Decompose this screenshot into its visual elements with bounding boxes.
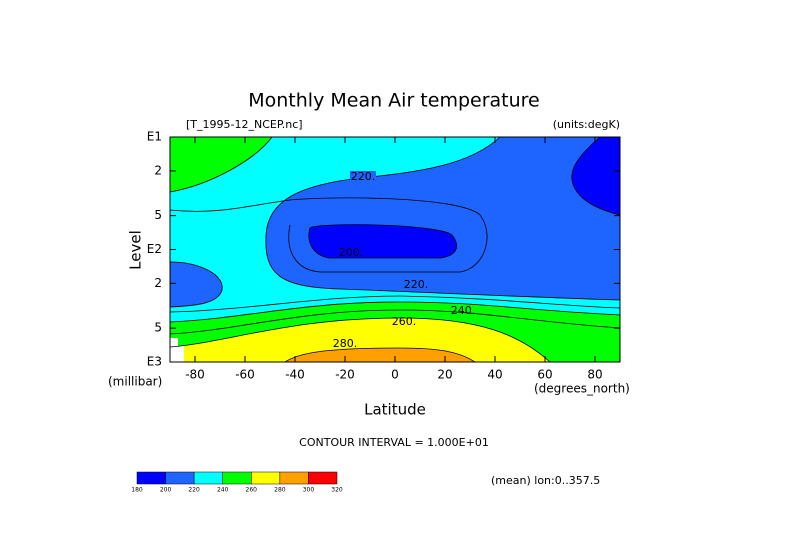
topography <box>170 338 184 362</box>
units-label: (units:degK) <box>553 118 620 131</box>
colorbar-box <box>308 471 338 485</box>
x-tick-label: -20 <box>335 368 355 382</box>
contour-lines <box>169 136 621 363</box>
contour-line <box>169 317 551 363</box>
contour-line <box>169 197 488 273</box>
x-tick-label: -80 <box>185 368 205 382</box>
filled-region <box>170 318 550 362</box>
contour-label: 220. <box>404 278 429 291</box>
colorbar-box <box>136 471 166 485</box>
contour-label: 260. <box>392 315 417 328</box>
y-tick-label: E3 <box>147 355 162 369</box>
colorbar-box <box>251 471 281 485</box>
y-axis-title: Level <box>127 230 145 270</box>
filled-region <box>265 137 620 300</box>
dataset-label: [T_1995-12_NCEP.nc] <box>186 118 303 131</box>
contour-line <box>169 309 621 335</box>
chart-title: Monthly Mean Air temperature <box>248 90 539 112</box>
contour-label: 240. <box>451 304 476 317</box>
colorbar-label: 260 <box>246 487 258 494</box>
contour-label: 220. <box>351 170 376 183</box>
x-axis-title: Latitude <box>364 401 426 419</box>
colorbar-box <box>222 471 252 485</box>
contour-line <box>571 136 621 216</box>
filled-region <box>571 137 620 215</box>
contour-line <box>265 136 621 301</box>
x-tick-label: 40 <box>487 368 502 382</box>
colorbar-label: 240 <box>217 487 229 494</box>
contour-label: 200. <box>339 246 364 259</box>
x-tick-label: 0 <box>391 368 399 382</box>
y-tick-label: 2 <box>154 276 162 290</box>
contour-line <box>308 224 457 259</box>
colorbar-box <box>193 471 223 485</box>
label-bg <box>350 171 376 183</box>
colorbar-label: 300 <box>303 487 315 494</box>
colorbar-box <box>279 471 309 485</box>
y-tick-label: 5 <box>154 208 162 222</box>
filled-region <box>170 137 272 192</box>
y-tick-label: 2 <box>154 163 162 177</box>
contour-labels: 220. 200. 220. 240. 260. 280. <box>333 170 476 350</box>
contour-label: 280. <box>333 337 358 350</box>
contour-line <box>284 347 476 363</box>
contour-interval: CONTOUR INTERVAL = 1.000E+01 <box>299 436 489 449</box>
contour-line <box>169 301 621 323</box>
y-tick-label: E1 <box>147 130 162 144</box>
x-tick-label: 80 <box>587 368 602 382</box>
colorbar-box <box>165 471 195 485</box>
x-tick-label: 20 <box>437 368 452 382</box>
x-axis-units: (degrees_north) <box>534 382 630 396</box>
contour-line <box>169 136 273 193</box>
filled-region <box>285 348 475 362</box>
colorbar-label: 200 <box>160 487 172 494</box>
filled-region <box>308 224 457 258</box>
y-tick-label: 5 <box>154 321 162 335</box>
colorbar-label: 280 <box>274 487 286 494</box>
y-axis-units: (millibar) <box>108 375 162 389</box>
x-tick-label: -40 <box>285 368 305 382</box>
colorbar-label: 220 <box>188 487 200 494</box>
colorbar-label: 320 <box>331 487 343 494</box>
x-tick-label: 60 <box>537 368 552 382</box>
colorbar-label: 180 <box>131 487 143 494</box>
footnote: (mean) lon:0..357.5 <box>491 474 600 487</box>
contour-line <box>169 261 223 308</box>
filled-region <box>170 262 223 307</box>
plot-area: 220. 200. 220. 240. 260. 280. <box>169 136 621 363</box>
x-tick-label: -60 <box>235 368 255 382</box>
contour-line <box>169 295 621 313</box>
y-tick-label: E2 <box>147 242 162 256</box>
